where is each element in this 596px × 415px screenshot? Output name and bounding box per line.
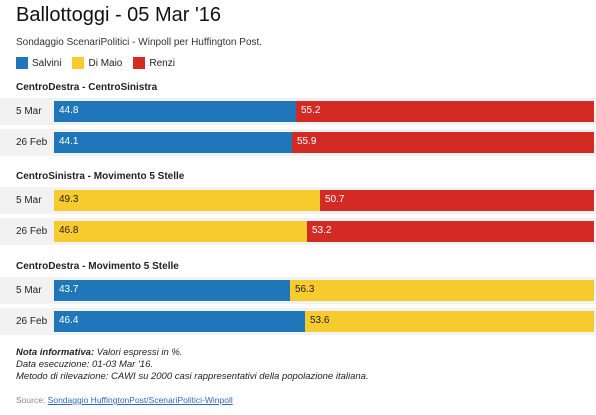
bar-value-label: 50.7 (325, 194, 345, 205)
source-line: Source: Sondaggio HuffingtonPost/Scenari… (16, 395, 233, 405)
legend-label: Renzi (149, 57, 175, 69)
notes-line-3: Metodo di rilevazione: CAWI su 2000 casi… (16, 371, 369, 382)
bar-value-label: 56.3 (295, 284, 315, 295)
group-title-centrosinistra-movimento-5-stelle: CentroSinistra - Movimento 5 Stelle (16, 171, 185, 182)
bar-value-label: 55.9 (297, 136, 317, 147)
bar-value-label: 49.3 (59, 194, 79, 205)
row-label: 5 Mar (16, 106, 42, 117)
legend-label: Salvini (32, 57, 62, 69)
row-label: 5 Mar (16, 285, 42, 296)
bar-value-label: 55.2 (301, 105, 321, 116)
bar-value-label: 46.4 (59, 315, 79, 326)
notes-label: Nota informativa: (16, 347, 95, 358)
notes-line-1: Valori espressi in %. (94, 347, 183, 358)
group-title-centrodestra-centrosinistra: CentroDestra - CentroSinistra (16, 82, 158, 93)
bar-segment-di-maio: 49.3 (54, 190, 320, 211)
bar-segment-di-maio: 46.8 (54, 221, 307, 242)
source-link[interactable]: Sondaggio HuffingtonPost/ScenariPolitici… (47, 395, 233, 405)
bar-segment-di-maio: 53.6 (305, 311, 594, 332)
bar-segment-renzi: 55.2 (296, 101, 594, 122)
notes-block: Nota informativa: Valori espressi in %. … (16, 347, 369, 383)
group-title-centrodestra-movimento-5-stelle: CentroDestra - Movimento 5 Stelle (16, 261, 179, 272)
source-label: Source: (16, 395, 46, 405)
legend-label: Di Maio (88, 57, 123, 69)
bar-segment-di-maio: 56.3 (290, 280, 594, 301)
stacked-bar: 46.8 53.2 (54, 221, 594, 242)
legend-item-di-maio: Di Maio (72, 57, 122, 69)
bar-value-label: 53.2 (312, 225, 332, 236)
legend-swatch (133, 57, 146, 69)
chart-title: Ballottoggi - 05 Mar '16 (16, 4, 222, 26)
bar-segment-salvini: 46.4 (54, 311, 305, 332)
notes-line-2: Data esecuzione: 01-03 Mar '16. (16, 359, 154, 370)
stacked-bar: 46.4 53.6 (54, 311, 594, 332)
bar-segment-salvini: 44.1 (54, 132, 292, 153)
stacked-bar: 44.8 55.2 (54, 101, 594, 122)
bar-segment-renzi: 55.9 (292, 132, 594, 153)
bar-segment-salvini: 44.8 (54, 101, 296, 122)
chart-legend: Salvini Di Maio Renzi (16, 56, 186, 70)
bar-value-label: 53.6 (310, 315, 330, 326)
chart-subtitle: Sondaggio ScenariPolitici - Winpoll per … (16, 37, 263, 48)
bar-segment-renzi: 53.2 (307, 221, 594, 242)
bar-value-label: 46.8 (59, 225, 79, 236)
row-label: 26 Feb (16, 137, 48, 148)
row-label: 5 Mar (16, 195, 42, 206)
bar-segment-salvini: 43.7 (54, 280, 290, 301)
stacked-bar: 49.3 50.7 (54, 190, 594, 211)
row-label: 26 Feb (16, 316, 48, 327)
stacked-bar: 44.1 55.9 (54, 132, 594, 153)
stacked-bar: 43.7 56.3 (54, 280, 594, 301)
legend-item-salvini: Salvini (16, 57, 61, 69)
bar-value-label: 44.1 (59, 136, 79, 147)
bar-value-label: 44.8 (59, 105, 79, 116)
legend-swatch (72, 57, 85, 69)
bar-value-label: 43.7 (59, 284, 79, 295)
bar-segment-renzi: 50.7 (320, 190, 594, 211)
legend-item-renzi: Renzi (133, 57, 175, 69)
legend-swatch (16, 57, 28, 69)
row-label: 26 Feb (16, 226, 48, 237)
